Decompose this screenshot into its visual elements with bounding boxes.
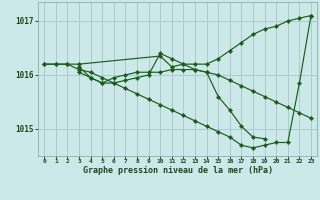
X-axis label: Graphe pression niveau de la mer (hPa): Graphe pression niveau de la mer (hPa) [83, 166, 273, 175]
